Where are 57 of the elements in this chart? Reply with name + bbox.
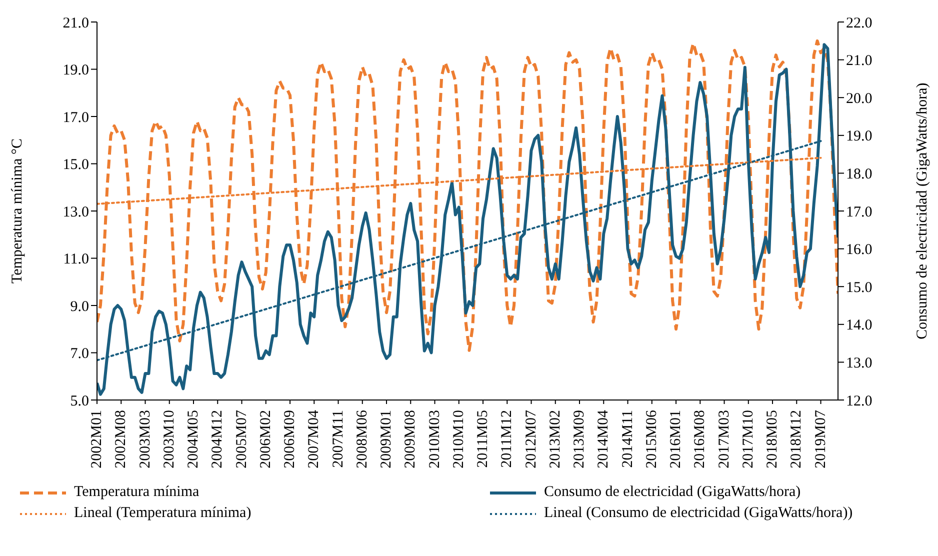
x-tick-label: 2017M03	[716, 410, 732, 468]
y-tick-label: 19.0	[62, 62, 89, 79]
x-tick-label: 2011M05	[475, 410, 492, 468]
x-tick-label: 2007M04	[306, 410, 322, 468]
legend-label: Lineal (Consumo de electricidad (GigaWatts/hora))	[544, 505, 853, 522]
y-tick-label: 13.0	[62, 204, 89, 220]
y2-axis-title: Consumo de electricidad (GigaWatts/hora)	[914, 82, 930, 340]
y-axis-title: Temperatura mínima °C	[9, 138, 26, 284]
y-tick-label: 17.0	[62, 110, 89, 126]
y2-tick-label: 20.0	[846, 90, 872, 107]
x-tick-label: 2013M09	[572, 410, 588, 468]
y-tick-label: 15.0	[62, 157, 89, 174]
x-tick-label: 2019M07	[812, 410, 829, 468]
x-tick-label: 2010M10	[450, 410, 467, 468]
y2-tick-label: 12.0	[846, 393, 872, 410]
y-tick-label: 7.0	[70, 346, 89, 362]
x-tick-label: 2008M06	[354, 410, 370, 468]
y2-tick-label: 21.0	[846, 53, 872, 70]
x-tick-label: 2003M03	[137, 410, 154, 468]
x-tick-label: 2003M10	[161, 410, 178, 468]
x-tick-label: 2009M01	[378, 410, 395, 468]
y2-tick-label: 15.0	[846, 280, 872, 296]
x-tick-label: 2014M04	[596, 410, 612, 468]
x-tick-label: 2010M03	[426, 410, 443, 468]
x-tick-label: 2016M08	[692, 410, 708, 468]
y-tick-label: 11.0	[63, 252, 89, 268]
y2-tick-label: 17.0	[846, 204, 872, 220]
legend-label: Lineal (Temperatura mínima)	[74, 505, 252, 522]
x-tick-label: 2007M11	[330, 410, 346, 468]
x-tick-label: 2018M12	[788, 410, 805, 468]
x-tick-label: 2013M02	[547, 410, 564, 468]
legend-label: Consumo de electricidad (GigaWatts/hora)	[544, 484, 801, 501]
y2-tick-label: 18.0	[846, 166, 872, 183]
x-tick-label: 2004M05	[186, 410, 202, 468]
x-tick-label: 2012M07	[523, 410, 540, 468]
y2-tick-label: 14.0	[846, 318, 872, 334]
x-tick-label: 2009M08	[402, 410, 419, 468]
x-tick-label: 2002M01	[89, 410, 105, 468]
y-tick-label: 21.0	[62, 15, 89, 32]
legend-label: Temperatura mínima	[74, 484, 200, 501]
y-tick-label: 5.0	[70, 393, 89, 410]
x-tick-label: 2002M08	[113, 410, 130, 468]
y2-tick-label: 19.0	[846, 128, 872, 145]
y2-tick-label: 22.0	[846, 15, 872, 32]
y-tick-label: 9.0	[70, 298, 89, 315]
x-tick-label: 2005M07	[234, 410, 250, 468]
x-tick-label: 2017M10	[740, 410, 756, 468]
x-tick-label: 2011M12	[499, 410, 516, 468]
x-tick-label: 2018M05	[764, 410, 781, 468]
y2-tick-label: 16.0	[846, 242, 872, 258]
x-tick-label: 2006M09	[282, 410, 298, 468]
y2-tick-label: 13.0	[846, 356, 872, 372]
x-tick-label: 2006M02	[258, 410, 274, 468]
x-tick-label: 2004M12	[210, 410, 226, 468]
x-tick-label: 2014M11	[620, 410, 636, 468]
x-tick-label: 2016M01	[668, 410, 684, 468]
x-tick-label: 2015M06	[644, 410, 660, 468]
